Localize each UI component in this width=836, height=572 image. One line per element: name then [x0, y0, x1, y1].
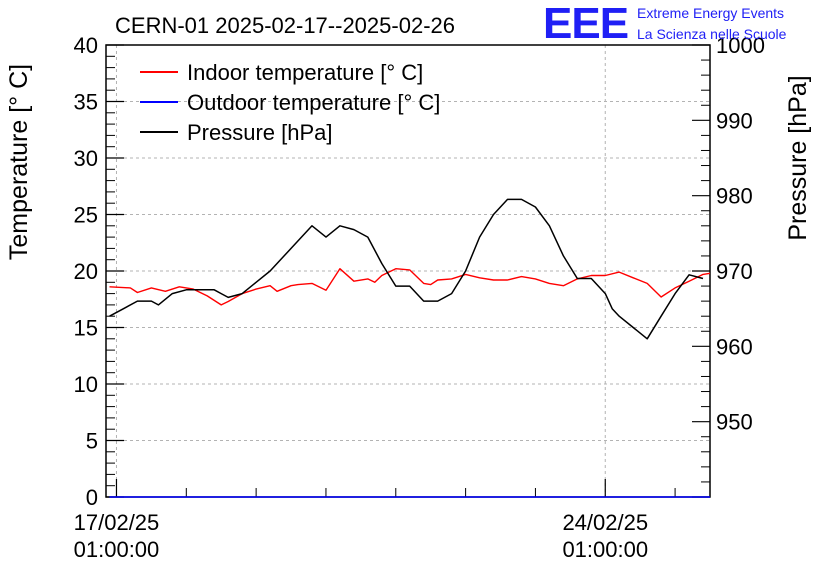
left-axis: 0 5 10 15 20 25 30 35 40 — [74, 33, 124, 510]
eee-logo: EEE — [543, 0, 629, 48]
y2-tick-label: 1000 — [716, 33, 765, 58]
y-tick-label: 30 — [74, 146, 98, 171]
y-axis-label: Temperature [° C] — [5, 64, 33, 260]
legend-label: Indoor temperature [° C] — [187, 60, 423, 85]
y-tick-label: 40 — [74, 33, 98, 58]
y2-tick-label: 990 — [716, 108, 753, 133]
y-tick-label: 0 — [86, 485, 98, 510]
series-group — [109, 198, 711, 498]
right-axis: 950 960 970 980 990 1000 — [692, 33, 765, 498]
logo-line-1: Extreme Energy Events — [637, 5, 785, 21]
x-tick-label-date: 17/02/25 — [74, 510, 160, 535]
y2-tick-label: 980 — [716, 184, 753, 209]
series-pressure — [109, 198, 704, 340]
logo-line-2: La Scienza nelle Scuole — [637, 26, 787, 42]
x-tick-label-time: 01:00:00 — [562, 537, 648, 562]
y2-tick-label: 950 — [716, 410, 753, 435]
y-tick-label: 35 — [74, 90, 98, 115]
legend: Indoor temperature [° C] Outdoor temperat… — [140, 60, 440, 145]
legend-label: Pressure [hPa] — [187, 120, 333, 145]
y-tick-label: 5 — [86, 429, 98, 454]
y2-tick-label: 970 — [716, 259, 753, 284]
legend-label: Outdoor temperature [° C] — [187, 90, 440, 115]
x-tick-label-date: 24/02/25 — [562, 510, 648, 535]
y-tick-label: 10 — [74, 372, 98, 397]
y-tick-label: 25 — [74, 203, 98, 228]
y-tick-label: 20 — [74, 259, 98, 284]
y2-axis-label: Pressure [hPa] — [784, 75, 812, 240]
series-indoor-temperature — [109, 268, 711, 306]
chart-title: CERN-01 2025-02-17--2025-02-26 — [115, 13, 455, 38]
grid — [106, 45, 710, 497]
y-tick-label: 15 — [74, 316, 98, 341]
x-tick-label-time: 01:00:00 — [74, 537, 160, 562]
y2-tick-label: 960 — [716, 334, 753, 359]
